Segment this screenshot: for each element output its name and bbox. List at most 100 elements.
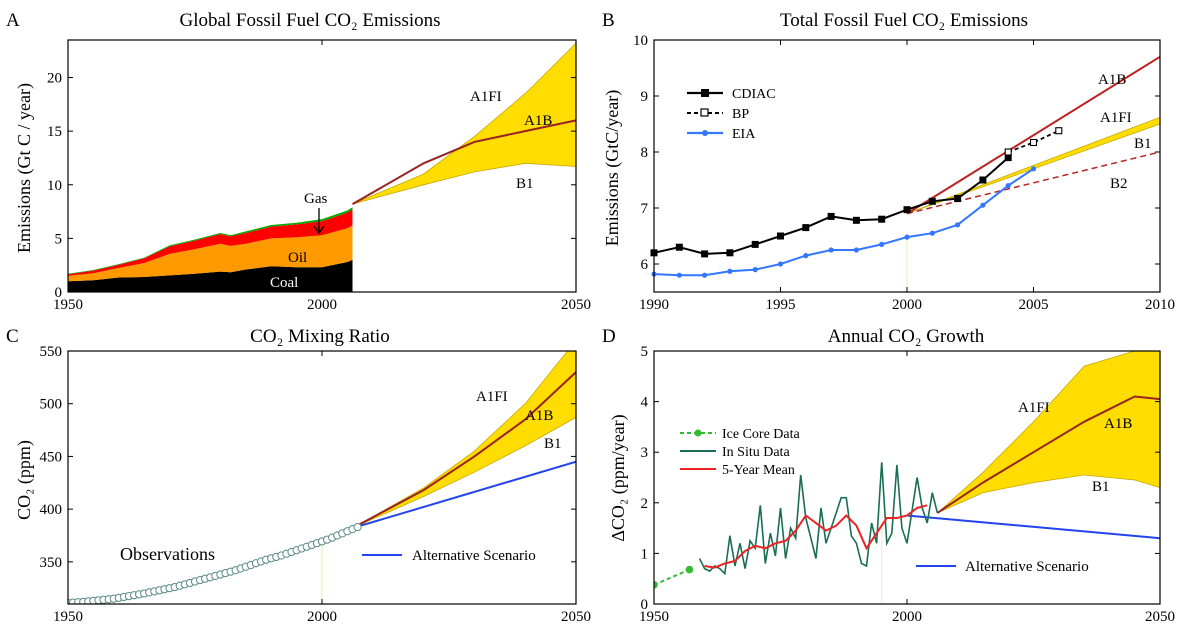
- panel-b-cdiac-point: [827, 212, 835, 220]
- panel-c-alternative-line: [352, 460, 576, 530]
- panel-d-label-b1: B1: [1092, 479, 1110, 495]
- panel-d-ice-core-line: [654, 568, 690, 586]
- legend-marker-ice-core: [694, 429, 702, 437]
- panel-a-label-a1b: A1B: [524, 113, 552, 129]
- panel-b-cdiac-point: [928, 197, 936, 205]
- panel-b-ytick-label: 6: [641, 257, 649, 273]
- panel-b-label-b2: B2: [1110, 176, 1128, 192]
- panel-a-ytick-label: 0: [55, 285, 63, 301]
- panel-b-ytick-label: 9: [641, 89, 649, 105]
- legend-marker-eia: [702, 130, 708, 136]
- panel-a-xtick-label: 2000: [307, 297, 337, 313]
- panel-b-cdiac-point: [979, 176, 987, 184]
- panel-a-xtick-label: 2050: [561, 297, 591, 313]
- panel-b-eia-point: [853, 247, 860, 253]
- panel-b: B Total Fossil Fuel CO₂ Emissions Emissi…: [602, 10, 1175, 313]
- panel-d-label-alternative: Alternative Scenario: [965, 559, 1089, 575]
- panel-b-cdiac-point: [1004, 154, 1012, 162]
- panel-b-b2-line: [906, 151, 1161, 215]
- panel-b-xtick-label: 2010: [1145, 297, 1175, 313]
- panel-c-title: CO₂ Mixing Ratio: [250, 326, 390, 347]
- panel-b-ytick-label: 7: [641, 201, 649, 217]
- panel-a-letter: A: [6, 10, 20, 31]
- panel-b-eia-point: [828, 247, 834, 253]
- panel-a: A Global Fossil Fuel CO₂ Emissions Emiss…: [6, 10, 591, 313]
- panel-b-cdiac-point: [903, 206, 911, 214]
- legend-label-bp: BP: [732, 107, 749, 122]
- panel-b-title: Total Fossil Fuel CO₂ Emissions: [780, 10, 1028, 31]
- panel-b-data: 1990 1995 2000 2005 2010 6 7 8 9 10: [633, 33, 1175, 313]
- panel-d-title: Annual CO₂ Growth: [828, 326, 985, 347]
- panel-b-bp-point: [1029, 138, 1038, 147]
- panel-d-ytick-label: 4: [641, 395, 649, 411]
- panel-c-observation-point: [353, 522, 362, 532]
- panel-a-ytick-label: 20: [47, 71, 62, 87]
- panel-b-eia-point: [752, 267, 758, 273]
- panel-a-label-a1fi: A1FI: [470, 89, 502, 105]
- panel-a-area-coal: [68, 259, 353, 292]
- panel-d-alternative-line: [906, 514, 1160, 540]
- panel-c-ytick-label: 500: [40, 397, 63, 413]
- panel-a-a1b-line: [352, 119, 577, 205]
- legend-label-cdiac: CDIAC: [732, 87, 776, 102]
- panel-c-label-a1fi: A1FI: [476, 389, 508, 405]
- panel-b-eia-point: [702, 272, 708, 278]
- panel-a-data: 1950 2000 2050 0 5 10 15 20: [47, 39, 591, 313]
- panel-b-ytick-label: 10: [633, 33, 648, 49]
- panel-b-xtick-label: 2005: [1019, 297, 1049, 313]
- panel-d-in-situ-line: [698, 462, 939, 576]
- panel-c-a1b-line: [352, 371, 576, 529]
- panel-d-ytick-label: 0: [641, 597, 649, 613]
- panel-a-title: Global Fossil Fuel CO₂ Emissions: [179, 10, 440, 31]
- panel-b-cdiac-point: [852, 216, 860, 224]
- panel-b-bp-point: [1004, 148, 1012, 156]
- panel-a-label-oil: Oil: [288, 250, 307, 266]
- panel-d-label-a1b: A1B: [1104, 416, 1132, 432]
- panel-d-data: 1950 2000 2050 0 1 2 3 4 5: [639, 344, 1175, 625]
- panel-b-bp-line: [1007, 129, 1060, 153]
- panel-b-cdiac-point: [726, 249, 734, 257]
- panel-c-data: 1950 2000 2050 350 400 450 500 550: [40, 344, 592, 625]
- panel-a-ylabel: Emissions (Gt C / year): [14, 83, 35, 253]
- panel-b-cdiac-point: [751, 240, 759, 248]
- panel-d-5yr-mean-line: [704, 504, 928, 569]
- panel-b-a1b-line: [906, 55, 1161, 215]
- panel-a-ytick-label: 15: [47, 124, 62, 140]
- panel-b-legend: CDIAC BP EIA: [687, 87, 776, 142]
- panel-d-label-a1fi: A1FI: [1018, 400, 1050, 416]
- panel-b-eia-point: [803, 253, 809, 259]
- panel-b-eia-point: [1030, 166, 1037, 172]
- legend-marker-bp: [700, 108, 709, 117]
- panel-b-ytick-label: 8: [641, 145, 649, 161]
- gas-arrow: [313, 208, 325, 235]
- panel-b-label-a1fi: A1FI: [1100, 110, 1132, 126]
- panel-d-ytick-label: 1: [641, 546, 649, 562]
- panel-c: C CO₂ Mixing Ratio CO₂ (ppm) 1950 2000 205…: [6, 326, 591, 625]
- panel-a-ytick-label: 10: [47, 178, 62, 194]
- panel-d-a1b-line: [936, 395, 1160, 514]
- panel-c-label-alternative: Alternative Scenario: [412, 548, 536, 564]
- panel-b-eia-point: [980, 202, 986, 208]
- panel-c-xtick-label: 1950: [53, 609, 83, 625]
- panel-c-scenario-band: [352, 351, 576, 529]
- panel-b-eia-point: [777, 261, 784, 267]
- panel-d-letter: D: [602, 326, 616, 347]
- panel-b-eia-point: [879, 241, 885, 247]
- panel-d-plot-area: [654, 351, 1160, 604]
- panel-c-ytick-label: 450: [40, 449, 63, 465]
- panel-b-bp-point: [1055, 127, 1063, 135]
- panel-b-label-a1b: A1B: [1098, 72, 1126, 88]
- panel-a-label-gas: Gas: [304, 191, 327, 207]
- panel-b-eia-point: [727, 268, 733, 274]
- panel-b-xtick-label: 1995: [766, 297, 796, 313]
- panel-c-ytick-label: 550: [40, 344, 63, 360]
- panel-a-label-b1: B1: [516, 176, 534, 192]
- legend-label-eia: EIA: [732, 127, 756, 142]
- panel-b-eia-point: [955, 222, 961, 228]
- panel-b-cdiac-point: [675, 243, 683, 251]
- panel-a-area-oil: [68, 225, 353, 282]
- panel-d-ytick-label: 2: [641, 496, 649, 512]
- panel-c-plot-area: [68, 351, 576, 604]
- panel-a-label-coal: Coal: [270, 275, 298, 291]
- panel-c-xtick-label: 2000: [307, 609, 337, 625]
